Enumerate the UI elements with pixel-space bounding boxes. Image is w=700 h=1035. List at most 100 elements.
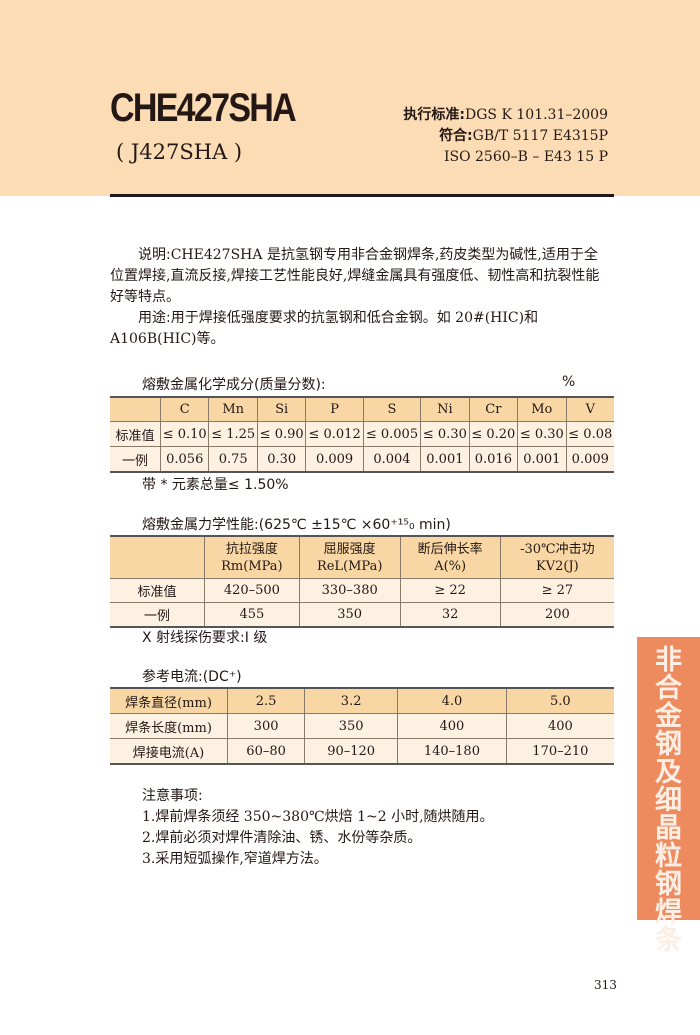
header-band — [0, 0, 700, 196]
table-cell: 0.30 — [256, 446, 306, 473]
chem-caption: 熔敷金属化学成分(质量分数): — [142, 377, 326, 393]
table-cell: 140–180 — [397, 738, 507, 765]
table-row: 焊条直径(mm) 2.5 3.2 4.0 5.0 — [110, 687, 614, 714]
table-cell: V — [565, 396, 614, 422]
table-cell: Cr — [468, 396, 518, 422]
table-row: 焊接电流(A) 60–80 90–120 140–180 170–210 — [110, 738, 614, 765]
conform-value: GB/T 5117 E4315P — [472, 128, 608, 144]
table-cell: C — [159, 396, 209, 422]
table-cell: 0.75 — [208, 446, 258, 473]
chem-footnote: 带 * 元素总量≤ 1.50% — [142, 477, 289, 493]
table-cell: Si — [256, 396, 306, 422]
table-cell: ≤ 0.30 — [517, 421, 567, 447]
table-cell: 焊接电流(A) — [110, 738, 228, 765]
table-cell: S — [362, 396, 421, 422]
header-line: 屈服强度 — [323, 541, 376, 557]
chem-unit: % — [562, 374, 576, 390]
table-cell: 330–380 — [298, 578, 401, 603]
table-header-cell: -30℃冲击功 KV2(J) — [499, 535, 614, 579]
table-cell: ≤ 1.25 — [208, 421, 258, 447]
description-text: CHE427SHA 是抗氢钢专用非合金钢焊条,药皮类型为碱性,适用于全位置焊接,… — [110, 247, 600, 305]
table-cell: 300 — [226, 713, 305, 739]
table-row: 一例 455 350 32 200 — [110, 602, 614, 628]
table-cell: 420–500 — [204, 578, 300, 603]
table-cell: 60–80 — [226, 738, 305, 765]
table-row: C Mn Si P S Ni Cr Mo V — [110, 396, 614, 422]
table-cell: ≤ 0.20 — [468, 421, 518, 447]
page-number: 313 — [594, 978, 617, 992]
table-cell: 400 — [397, 713, 507, 739]
table-cell: P — [305, 396, 364, 422]
header-line: 抗拉强度 — [225, 541, 278, 557]
usage: 用途:用于焊接低强度要求的抗氢钢和低合金钢。如 20#(HIC)和 A106B(… — [110, 308, 610, 350]
table-header-cell: 断后伸长率 A(%) — [399, 535, 501, 579]
table-cell: 400 — [505, 713, 614, 739]
table-cell: Mo — [517, 396, 567, 422]
table-cell: 200 — [499, 602, 614, 628]
table-cell: 5.0 — [505, 687, 614, 714]
table-cell: ≤ 0.10 — [159, 421, 209, 447]
table-cell: 3.2 — [304, 687, 398, 714]
table-cell: 0.016 — [468, 446, 518, 473]
product-title: CHE427SHA — [110, 86, 297, 130]
table-cell: ≥ 22 — [399, 578, 501, 603]
header-line: -30℃冲击功 — [520, 541, 595, 557]
table-cell: Ni — [420, 396, 470, 422]
header-line: Rm(MPa) — [221, 558, 283, 574]
side-category-tab: 非合金钢及细晶粒钢焊条 — [637, 637, 700, 955]
current-caption: 参考电流:(DC⁺) — [142, 669, 242, 685]
note-item: 3.采用短弧操作,窄道焊方法。 — [142, 851, 328, 867]
notes-title: 注意事项: — [142, 788, 203, 804]
reference-current-table: 焊条直径(mm) 2.5 3.2 4.0 5.0 焊条长度(mm) 300 350 400 400… — [110, 687, 614, 765]
table-row: 焊条长度(mm) 300 350 400 400 — [110, 713, 614, 739]
divider — [110, 194, 614, 197]
table-cell: 焊条直径(mm) — [110, 687, 228, 714]
table-cell: 焊条长度(mm) — [110, 713, 228, 739]
table-cell: ≤ 0.012 — [305, 421, 364, 447]
table-cell: ≤ 0.08 — [565, 421, 614, 447]
table-cell: 2.5 — [226, 687, 305, 714]
table-cell: 90–120 — [304, 738, 398, 765]
table-cell: 350 — [304, 713, 398, 739]
iso-standard: ISO 2560–B – E43 15 P — [443, 149, 608, 165]
table-row: 标准值 ≤ 0.10 ≤ 1.25 ≤ 0.90 ≤ 0.012 ≤ 0.005 ≤ 0.3… — [110, 421, 614, 447]
mechanical-properties-table: 抗拉强度 Rm(MPa) 屈服强度 ReL(MPa) 断后伸长率 A(%) -30℃冲击功 K… — [110, 535, 614, 628]
table-header-cell: 屈服强度 ReL(MPa) — [298, 535, 401, 579]
table-cell: 0.056 — [159, 446, 209, 473]
notes: 注意事项: 1.焊前焊条须经 350~380℃烘焙 1~2 小时,随烘随用。 2… — [142, 786, 494, 870]
table-row: 抗拉强度 Rm(MPa) 屈服强度 ReL(MPa) 断后伸长率 A(%) -30℃冲击功 K… — [110, 535, 614, 579]
table-cell: 0.001 — [517, 446, 567, 473]
header-line: KV2(J) — [536, 558, 579, 574]
chemical-composition-table: C Mn Si P S Ni Cr Mo V 标准值 ≤ 0.10 ≤ 1.25 ≤ 0.90 ≤ 0.0… — [110, 396, 614, 473]
header-line: 断后伸长率 — [417, 541, 483, 557]
mech-caption: 熔敷金属力学性能:(625℃ ±15℃ ×60⁺¹⁵₀ min) — [142, 517, 451, 533]
table-header-cell: 抗拉强度 Rm(MPa) — [204, 535, 300, 579]
table-row: 标准值 420–500 330–380 ≥ 22 ≥ 27 — [110, 578, 614, 603]
product-subtitle: ( J427SHA ) — [116, 140, 243, 164]
table-cell: 一例 — [110, 446, 161, 473]
table-cell: 一例 — [110, 602, 205, 628]
table-cell: ≤ 0.30 — [420, 421, 470, 447]
table-cell: 标准值 — [110, 421, 161, 447]
table-cell: 0.009 — [305, 446, 364, 473]
mech-footnote: X 射线探伤要求:I 级 — [142, 630, 268, 646]
table-cell: 0.001 — [420, 446, 470, 473]
standard-value: DGS K 101.31–2009 — [465, 107, 608, 123]
table-cell: ≤ 0.005 — [362, 421, 421, 447]
usage-text: 用于焊接低强度要求的抗氢钢和低合金钢。如 20#(HIC)和 A106B(HIC… — [110, 310, 539, 347]
note-item: 2.焊前必须对焊件清除油、锈、水份等杂质。 — [142, 830, 422, 846]
table-cell: 标准值 — [110, 578, 205, 603]
table-cell: ≥ 27 — [499, 578, 614, 603]
header-line: ReL(MPa) — [316, 558, 383, 574]
usage-label: 用途: — [138, 310, 171, 326]
side-tab-label: 非合金钢及细晶粒钢焊条 — [655, 645, 682, 956]
description-label: 说明: — [138, 247, 171, 263]
table-cell: ≤ 0.90 — [256, 421, 306, 447]
table-cell: 4.0 — [397, 687, 507, 714]
table-cell: 0.009 — [565, 446, 614, 473]
standard-label: 执行标准: — [403, 107, 466, 123]
table-cell: 32 — [399, 602, 501, 628]
table-cell: 0.004 — [362, 446, 421, 473]
table-cell: Mn — [208, 396, 258, 422]
